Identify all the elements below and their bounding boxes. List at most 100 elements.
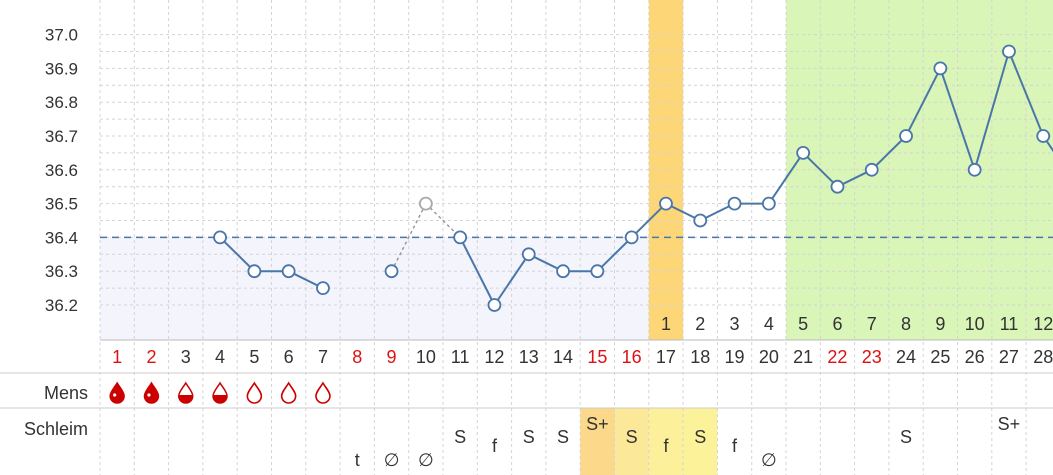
line-segment — [871, 135, 907, 171]
temperature-points — [213, 44, 1051, 312]
mucus-observation-label: ∅ — [418, 450, 434, 470]
post-peak-count-label: 3 — [730, 314, 740, 334]
post-peak-count-label: 8 — [901, 314, 911, 334]
y-tick-label: 36.4 — [45, 228, 78, 247]
blood-drop-icon — [315, 381, 331, 404]
day-label: 2 — [146, 347, 156, 367]
excluded-data-point — [418, 196, 433, 211]
day-label: 5 — [249, 347, 259, 367]
day-label: 28 — [1033, 347, 1053, 367]
day-label: 14 — [553, 347, 573, 367]
post-peak-count-label: 9 — [935, 314, 945, 334]
data-point — [1002, 44, 1016, 59]
y-tick-label: 36.9 — [45, 59, 78, 78]
y-axis-labels: 36.2 36.3 36.4 36.5 36.6 36.7 36.8 36.9 37.0 — [45, 26, 78, 315]
line-segment — [1042, 135, 1053, 153]
mucus-highlight-cell — [648, 408, 684, 475]
y-tick-label: 36.5 — [45, 195, 78, 214]
y-tick-label: 36.7 — [45, 127, 78, 146]
data-point — [384, 264, 399, 279]
blood-drop-fill — [143, 381, 160, 404]
mucus-highlight-cell — [683, 408, 718, 475]
mucus-observation-label: S+ — [998, 414, 1021, 434]
day-label: 20 — [759, 347, 779, 367]
data-point — [659, 196, 673, 211]
day-label: 16 — [622, 347, 642, 367]
blood-drop-icon — [177, 381, 194, 404]
line-segment — [973, 51, 1010, 171]
day-labels: 1 2 3 4 5 6 7 8 9 10 11 121 2 3 4 5 6 7 8 9 10 11 12 13 14 15 16 17… — [112, 314, 1053, 367]
post-peak-count-label: 5 — [798, 314, 808, 334]
day-label: 6 — [284, 347, 294, 367]
excluded-line-segment — [390, 203, 427, 272]
day-label: 22 — [827, 347, 847, 367]
data-point — [590, 264, 605, 279]
y-tick-label: 37.0 — [45, 26, 78, 45]
data-point — [1036, 129, 1051, 143]
day-label: 10 — [416, 347, 436, 367]
mucus-highlight-cell — [580, 408, 615, 475]
post-peak-count-label: 1 — [661, 314, 671, 334]
data-point — [727, 196, 742, 211]
mucus-observation-label: f — [732, 436, 738, 456]
data-point — [899, 129, 913, 143]
day-label: 8 — [352, 347, 362, 367]
mucus-observation-label: f — [663, 436, 669, 456]
day-label: 23 — [862, 347, 882, 367]
line-segment — [802, 152, 839, 188]
excluded-line-segment — [425, 203, 461, 238]
mucus-observation-label: S+ — [586, 414, 609, 434]
blood-drop-outline — [280, 381, 297, 404]
data-point — [453, 230, 468, 245]
day-label: 24 — [896, 347, 916, 367]
data-point — [796, 145, 811, 160]
mucus-observation-label: S — [626, 427, 638, 447]
data-point — [967, 162, 982, 177]
y-tick-label: 36.6 — [45, 161, 78, 180]
data-point — [487, 298, 502, 312]
day-label: 12 — [484, 347, 504, 367]
line-segment — [939, 68, 976, 171]
mucus-observation-label: S — [557, 427, 569, 447]
line-segment — [630, 202, 667, 239]
data-point — [761, 196, 776, 211]
line-segment — [1008, 51, 1045, 137]
day-label: 19 — [725, 347, 745, 367]
mucus-observation-label: ∅ — [761, 450, 777, 470]
blood-drop-outline — [246, 381, 263, 404]
line-segment — [768, 152, 804, 205]
day-label: 13 — [519, 347, 539, 367]
day-label: 17 — [656, 347, 676, 367]
y-tick-label: 36.8 — [45, 93, 78, 112]
blood-drop-icon — [212, 381, 228, 404]
post-peak-count-label: 2 — [695, 314, 705, 334]
data-point — [316, 281, 330, 296]
day-label: 27 — [999, 347, 1019, 367]
blood-drop-fill — [109, 381, 125, 404]
mucus-observation-label: S — [694, 427, 706, 447]
line-segment — [219, 236, 256, 272]
mucus-observation-label: t — [355, 450, 360, 470]
day-label: 3 — [181, 347, 191, 367]
mucus-highlight-cell — [614, 408, 649, 475]
data-point — [624, 230, 639, 245]
blood-drop-shine — [113, 393, 117, 397]
data-point — [213, 230, 227, 245]
mucus-row-label: Schleim — [24, 419, 88, 439]
data-point — [521, 247, 536, 262]
day-label: 11 — [451, 347, 470, 367]
blood-drop-half-fill — [178, 395, 193, 403]
blood-drop-icon — [246, 381, 263, 404]
day-label: 1 — [112, 347, 122, 367]
mucus-observation-label: f — [492, 436, 498, 456]
day-label: 4 — [215, 347, 225, 367]
line-segment — [493, 253, 530, 306]
day-label: 9 — [387, 347, 397, 367]
post-peak-count-label: 4 — [764, 314, 774, 334]
data-point — [693, 213, 708, 228]
post-peak-count-label: 12 — [1033, 314, 1053, 334]
data-point — [281, 264, 296, 279]
